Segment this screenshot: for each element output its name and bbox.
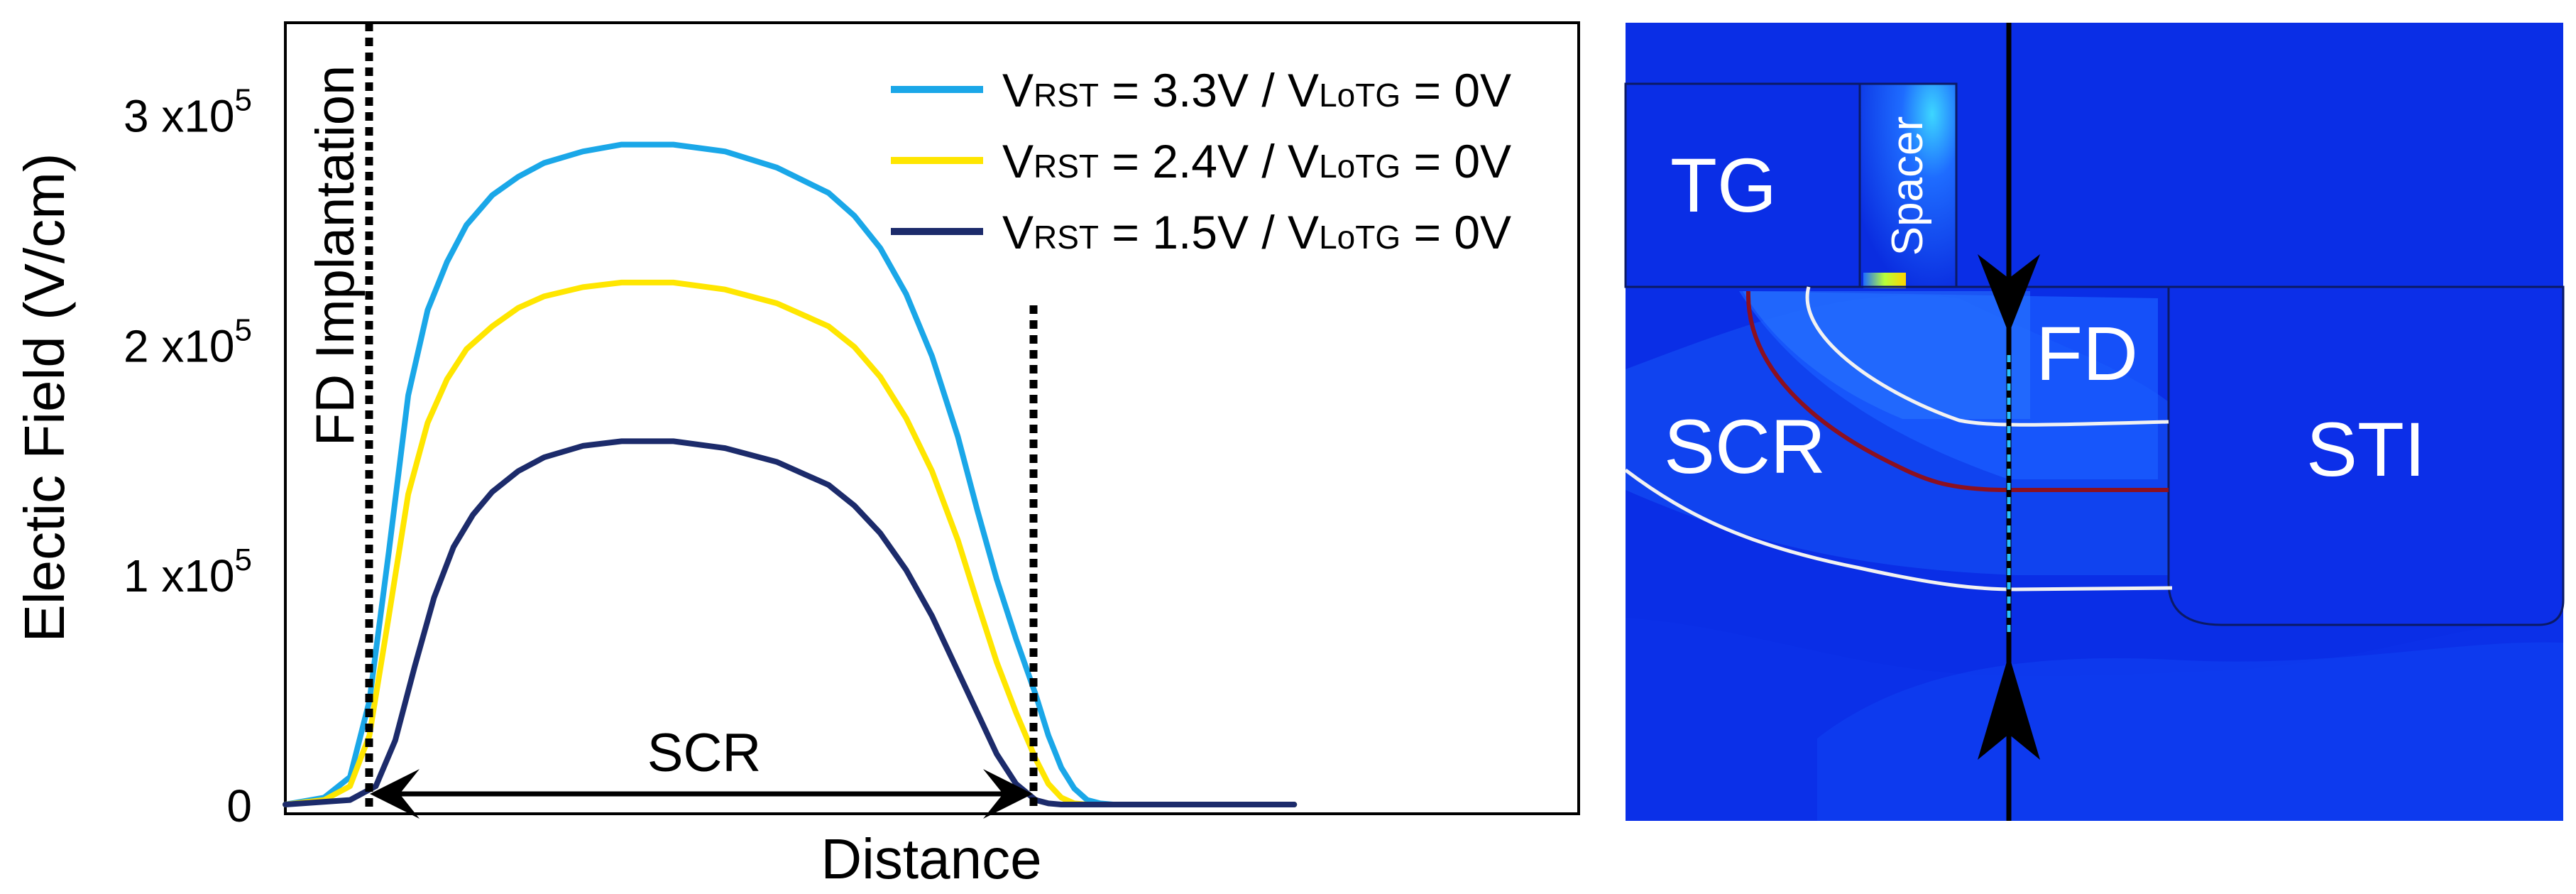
scr-region-label: SCR: [1664, 403, 1826, 489]
tcad-simulation-map: TG Spacer FD SCR STI: [1624, 23, 2565, 821]
legend-text-part: = 1.5V / V: [1099, 206, 1319, 258]
legend-text-part: V: [1002, 64, 1034, 116]
cut-arrow-bottom: [1978, 655, 2040, 760]
legend-text-part: V: [1002, 135, 1034, 187]
plot-frame: [284, 21, 1580, 815]
series-layer: [283, 141, 1298, 808]
y-tick-base: 2 x10: [124, 320, 235, 371]
legend-text-part: LoTG: [1319, 219, 1401, 256]
y-tick-label: 1 x105: [124, 543, 252, 601]
depletion-contour-red: [1745, 290, 2169, 492]
depletion-contour-white-lower: [1624, 469, 2173, 592]
fd-label: FD: [2036, 310, 2138, 396]
tg-label: TG: [1670, 142, 1777, 228]
legend-text-part: = 0V: [1401, 206, 1511, 258]
y-tick-label: 3 x105: [124, 83, 252, 142]
y-tick-exponent: 5: [235, 83, 252, 118]
series-line-3.3V: [283, 141, 1298, 808]
legend-label-3.3V: VRST = 3.3V / VLoTG = 0V: [1002, 64, 1511, 116]
legend-text-part: RST: [1034, 77, 1099, 114]
depletion-contour-white-upper: [1805, 286, 2169, 427]
legend-label-1.5V: VRST = 1.5V / VLoTG = 0V: [1002, 206, 1511, 258]
y-tick-label: 2 x105: [124, 312, 252, 371]
series-line-1.5V: [283, 438, 1298, 808]
legend-text-part: = 2.4V / V: [1099, 135, 1319, 187]
legend-text-part: LoTG: [1319, 148, 1401, 185]
scr-annotation: SCR: [647, 723, 761, 783]
cut-arrow-top: [1978, 254, 2040, 334]
sti-isolation-region: [2167, 285, 2565, 626]
y-axis-label: Electic Field (V/cm): [13, 153, 76, 643]
y-tick-base: 3 x10: [124, 91, 235, 142]
spacer-label: Spacer: [1883, 116, 1932, 256]
y-tick-exponent: 5: [235, 543, 252, 577]
legend-label-2.4V: VRST = 2.4V / VLoTG = 0V: [1002, 135, 1511, 187]
legend-text-part: = 3.3V / V: [1099, 64, 1319, 116]
x-axis-label: Distance: [821, 827, 1041, 890]
legend-text-part: LoTG: [1319, 77, 1401, 114]
field-hotspot: [1863, 273, 1906, 288]
y-tick-label: 0: [226, 780, 252, 832]
y-tick-base: 1 x10: [124, 550, 235, 601]
y-tick-base: 0: [226, 780, 252, 832]
legend-text-part: = 0V: [1401, 64, 1511, 116]
y-tick-exponent: 5: [235, 312, 252, 347]
fd-implantation-annotation: FD Implantation: [305, 65, 366, 446]
legend-text-part: RST: [1034, 148, 1099, 185]
legend-text-part: V: [1002, 206, 1034, 258]
legend-text-part: RST: [1034, 219, 1099, 256]
series-line-2.4V: [283, 279, 1298, 808]
legend-text-part: = 0V: [1401, 135, 1511, 187]
sti-label: STI: [2306, 406, 2426, 492]
